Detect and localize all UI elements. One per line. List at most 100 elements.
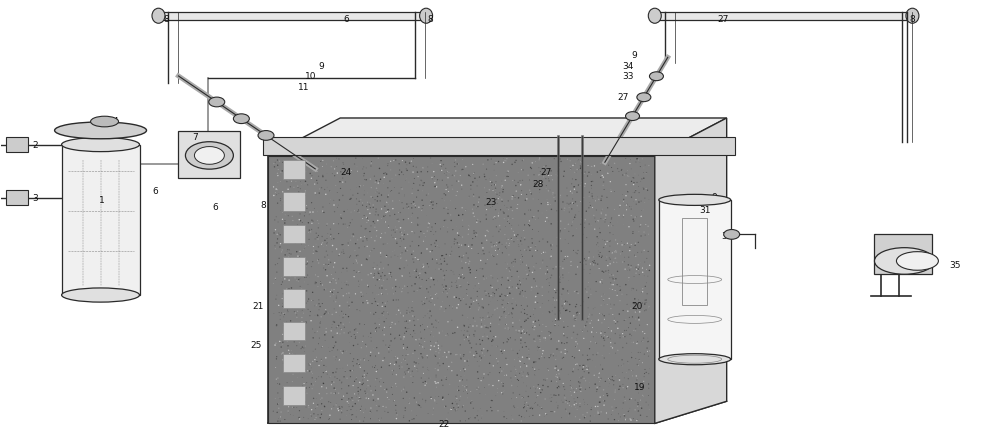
Point — [441, 169, 457, 176]
Point — [326, 263, 342, 270]
Point — [520, 221, 536, 228]
Point — [289, 202, 305, 210]
Point — [394, 288, 410, 295]
Point — [383, 254, 399, 261]
Point — [614, 242, 630, 249]
Point — [290, 253, 306, 260]
Point — [297, 366, 313, 373]
Point — [556, 173, 572, 180]
Point — [416, 202, 432, 209]
Point — [563, 166, 579, 173]
Point — [368, 298, 384, 305]
Point — [280, 328, 296, 335]
Point — [630, 362, 646, 369]
Point — [435, 393, 451, 400]
Point — [570, 263, 586, 270]
Point — [605, 168, 621, 175]
Point — [448, 156, 464, 163]
Point — [410, 173, 426, 180]
Point — [548, 392, 564, 399]
Point — [469, 219, 485, 226]
Point — [266, 192, 282, 199]
Point — [335, 349, 351, 356]
Point — [458, 163, 474, 170]
Point — [374, 303, 390, 310]
Point — [419, 352, 435, 359]
Point — [311, 190, 327, 197]
Point — [461, 269, 477, 276]
Point — [616, 411, 632, 418]
Point — [568, 169, 584, 176]
Point — [454, 182, 470, 189]
Point — [274, 167, 290, 174]
Point — [474, 323, 490, 330]
Ellipse shape — [62, 138, 140, 151]
Point — [473, 377, 489, 384]
Bar — [283, 354, 305, 373]
Point — [287, 239, 303, 246]
Point — [520, 371, 536, 378]
Point — [596, 186, 612, 193]
Point — [475, 273, 491, 280]
Point — [572, 386, 588, 393]
Point — [346, 355, 362, 362]
Point — [500, 325, 516, 333]
Point — [323, 389, 339, 396]
Point — [422, 202, 438, 209]
Point — [369, 189, 385, 196]
Point — [548, 289, 564, 296]
Point — [521, 413, 537, 420]
Point — [501, 284, 517, 291]
Point — [617, 254, 633, 261]
Point — [610, 347, 626, 354]
Point — [531, 164, 547, 171]
Point — [405, 298, 421, 305]
Point — [309, 208, 325, 215]
Point — [359, 235, 375, 242]
Point — [524, 253, 540, 260]
Point — [553, 396, 569, 404]
Point — [520, 326, 536, 333]
Point — [327, 172, 343, 179]
Point — [281, 260, 297, 267]
Point — [567, 211, 583, 218]
Point — [557, 307, 573, 314]
Point — [423, 395, 439, 402]
Point — [376, 379, 392, 386]
Point — [334, 269, 350, 276]
Point — [365, 345, 381, 352]
Point — [571, 383, 587, 390]
Point — [363, 329, 379, 337]
Point — [335, 178, 351, 186]
Point — [515, 372, 531, 379]
Point — [625, 339, 641, 346]
Point — [274, 246, 290, 254]
Point — [451, 232, 467, 239]
Point — [415, 182, 431, 189]
Point — [428, 266, 444, 273]
Point — [611, 168, 627, 175]
Bar — [283, 160, 305, 178]
Point — [485, 382, 501, 389]
Point — [488, 223, 504, 230]
Point — [565, 218, 581, 226]
Point — [335, 159, 351, 166]
Point — [396, 383, 412, 390]
Point — [581, 193, 597, 200]
Point — [328, 353, 344, 361]
Point — [420, 224, 436, 231]
Point — [407, 347, 423, 354]
Point — [347, 400, 363, 407]
Point — [279, 178, 295, 185]
Point — [440, 409, 456, 416]
Point — [280, 408, 296, 415]
Point — [555, 297, 571, 304]
Point — [566, 313, 582, 320]
Point — [317, 330, 333, 337]
Point — [610, 165, 626, 172]
Point — [496, 413, 512, 420]
Point — [631, 356, 647, 363]
Point — [370, 155, 386, 162]
Point — [614, 362, 630, 369]
Point — [497, 325, 513, 332]
